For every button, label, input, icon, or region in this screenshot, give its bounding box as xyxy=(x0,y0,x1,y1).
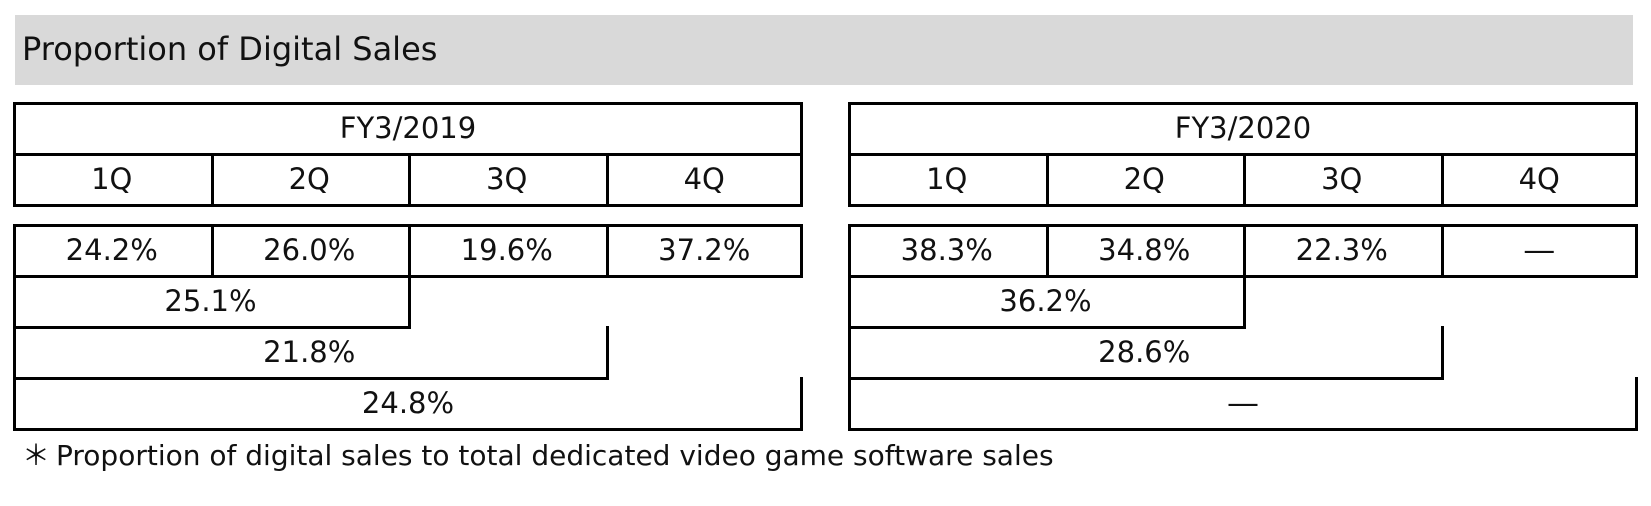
fiscal-year-label: FY3/2019 xyxy=(339,110,477,145)
cumulative-border-right xyxy=(408,275,411,329)
cumulative-value: 24.8% xyxy=(361,385,455,420)
cumulative-border-right xyxy=(1635,377,1638,431)
header-border-bottom xyxy=(848,204,1638,207)
cumulative-border-left xyxy=(848,377,851,431)
values-border-right xyxy=(1635,224,1638,278)
quarter-divider xyxy=(1243,153,1246,204)
cumulative-border-bottom xyxy=(13,326,411,329)
cumulative-border-left xyxy=(848,326,851,380)
quarterly-value: 34.8% xyxy=(1098,232,1191,267)
cumulative-border-right xyxy=(800,377,803,431)
cumulative-value: 25.1% xyxy=(164,283,257,318)
quarter-divider xyxy=(408,153,411,204)
values-divider xyxy=(408,224,411,275)
fy-table-fy3-2019: FY3/2019 1Q 2Q 3Q 4Q 24.2% 26.0% 19.6% 37.2% 25.1… xyxy=(13,0,803,440)
fy-table-fy3-2020: FY3/2020 1Q 2Q 3Q 4Q 38.3% 34.8% 22.3% ― 36.2% 28.… xyxy=(848,0,1638,440)
fiscal-year-label: FY3/2020 xyxy=(1174,110,1312,145)
values-divider xyxy=(1045,224,1049,275)
quarterly-value: 37.2% xyxy=(658,232,751,267)
cumulative-border-bottom xyxy=(13,428,803,431)
quarterly-value: 22.3% xyxy=(1295,232,1388,267)
quarter-divider xyxy=(1440,153,1444,204)
footnote: ＊ Proportion of digital sales to total de… xyxy=(22,438,1054,474)
quarter-label: 3Q xyxy=(1321,161,1363,196)
quarterly-value: 24.2% xyxy=(65,232,158,267)
values-divider xyxy=(1243,224,1246,275)
header-border-right xyxy=(800,102,803,207)
quarter-divider xyxy=(605,153,609,204)
values-divider xyxy=(605,224,609,275)
quarter-divider xyxy=(210,153,214,204)
cumulative-border-left xyxy=(13,326,16,380)
values-divider xyxy=(210,224,214,275)
cumulative-border-bottom xyxy=(848,377,1444,380)
quarter-label: 1Q xyxy=(926,161,968,196)
quarter-label: 2Q xyxy=(288,161,330,196)
cumulative-border-left xyxy=(13,275,16,329)
values-border-left xyxy=(848,224,851,278)
cumulative-border-bottom xyxy=(13,377,609,380)
cumulative-border-left xyxy=(13,377,16,431)
quarter-label: 2Q xyxy=(1123,161,1165,196)
footnote-text: Proportion of digital sales to total ded… xyxy=(56,439,1054,472)
cumulative-border-bottom xyxy=(848,428,1638,431)
cumulative-value: 21.8% xyxy=(263,334,356,369)
cumulative-value: 36.2% xyxy=(999,283,1092,318)
quarterly-value: 19.6% xyxy=(460,232,553,267)
cumulative-border-left xyxy=(848,275,851,329)
cumulative-border-bottom xyxy=(848,326,1246,329)
footnote-mark: ＊ xyxy=(22,439,51,472)
quarterly-value: 26.0% xyxy=(263,232,356,267)
cumulative-value: ― xyxy=(1228,385,1258,420)
header-border-top xyxy=(848,102,1638,105)
header-border-bottom xyxy=(13,204,803,207)
quarter-label: 4Q xyxy=(683,161,725,196)
header-border-right xyxy=(1635,102,1638,207)
quarterly-value: 38.3% xyxy=(900,232,993,267)
cumulative-border-right xyxy=(605,326,609,380)
values-border-right xyxy=(800,224,803,278)
header-border-left xyxy=(13,102,16,207)
quarter-label: 4Q xyxy=(1518,161,1560,196)
values-divider xyxy=(1440,224,1444,275)
cumulative-border-right xyxy=(1440,326,1444,380)
values-border-left xyxy=(13,224,16,278)
quarterly-value: ― xyxy=(1524,232,1554,267)
quarter-label: 3Q xyxy=(486,161,528,196)
page-title: Proportion of Digital Sales xyxy=(22,30,438,68)
cumulative-border-right xyxy=(1243,275,1246,329)
cumulative-value: 28.6% xyxy=(1098,334,1191,369)
header-border-left xyxy=(848,102,851,207)
title-bar: Proportion of Digital Sales xyxy=(15,15,1633,85)
quarter-label: 1Q xyxy=(91,161,133,196)
header-border-top xyxy=(13,102,803,105)
quarter-divider xyxy=(1045,153,1049,204)
